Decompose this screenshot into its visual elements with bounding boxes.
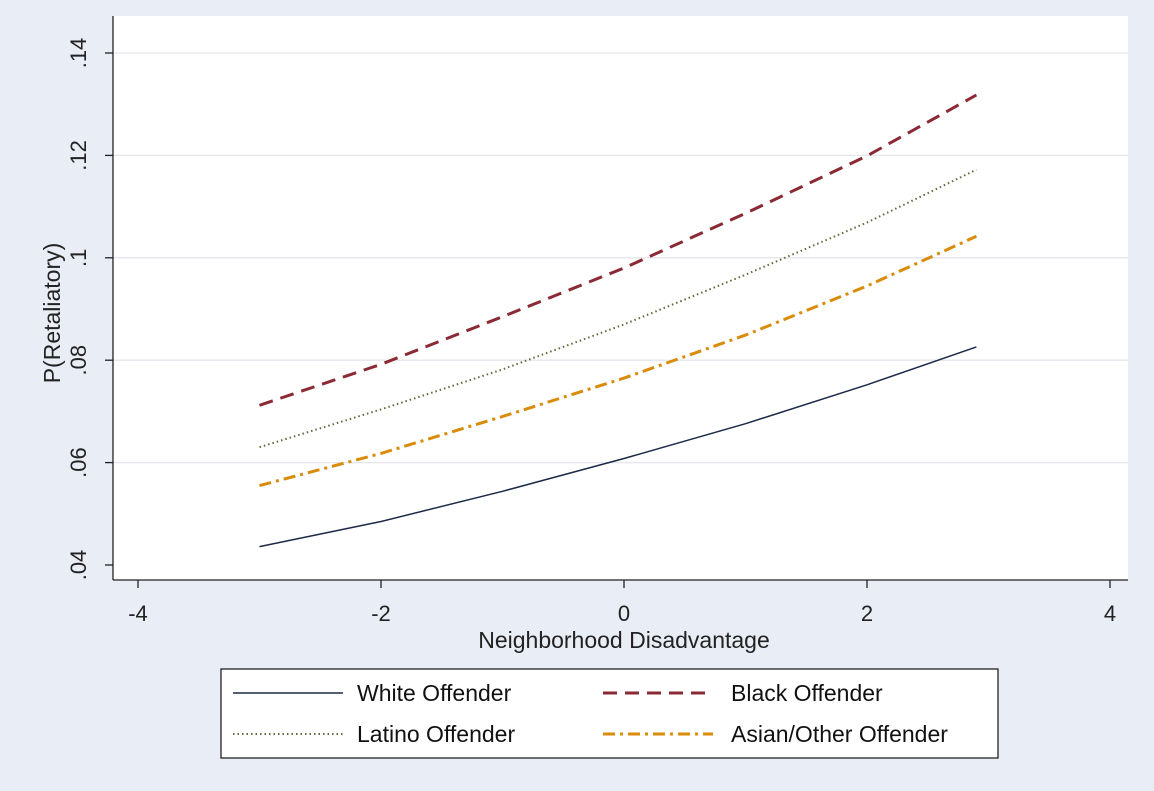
y-tick-label: .14 bbox=[66, 38, 91, 69]
legend-label-2: Latino Offender bbox=[357, 721, 515, 747]
plot-area bbox=[113, 16, 1128, 580]
x-tick-label: -2 bbox=[371, 601, 391, 626]
series-line-0 bbox=[259, 346, 977, 548]
legend-label-0: White Offender bbox=[357, 680, 512, 706]
legend-label-1: Black Offender bbox=[731, 680, 883, 706]
series-line-3 bbox=[259, 234, 978, 488]
y-tick-label: .04 bbox=[66, 550, 91, 581]
x-tick-label: 4 bbox=[1104, 601, 1116, 626]
legend-box bbox=[220, 668, 999, 759]
y-tick-label: .06 bbox=[66, 447, 91, 478]
x-tick-label: 0 bbox=[618, 601, 630, 626]
y-tick-label: .1 bbox=[66, 249, 91, 267]
legend-label-3: Asian/Other Offender bbox=[731, 721, 948, 747]
x-tick-label: 2 bbox=[861, 601, 873, 626]
y-tick-label: .12 bbox=[66, 140, 91, 171]
series-line-2 bbox=[259, 168, 977, 449]
x-tick-label: -4 bbox=[128, 601, 148, 626]
x-axis-title: Neighborhood Disadvantage bbox=[478, 627, 770, 653]
y-axis-title: P(Retaliatory) bbox=[39, 243, 65, 384]
y-tick-label: .08 bbox=[66, 345, 91, 376]
